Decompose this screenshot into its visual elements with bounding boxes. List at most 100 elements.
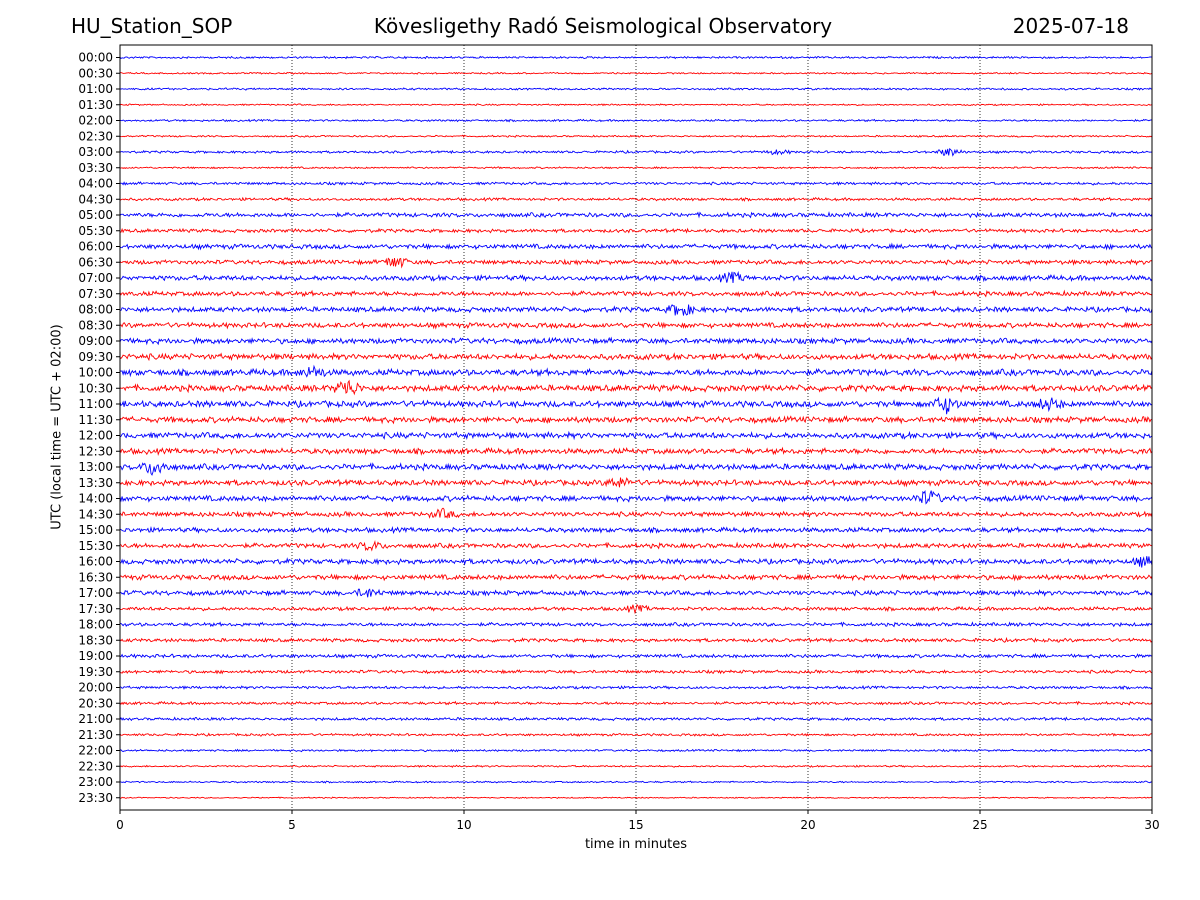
y-tick-label: 09:00 (78, 334, 113, 348)
seismic-trace (119, 134, 1153, 138)
y-tick-label: 03:30 (78, 161, 113, 175)
seismic-trace (119, 181, 1153, 186)
seismic-trace (119, 700, 1153, 706)
x-tick-label: 10 (456, 818, 471, 832)
x-tick-labels: 0 5 10 15 20 25 30 (116, 810, 1160, 832)
y-tick-label: 08:00 (78, 303, 113, 317)
seismic-trace (119, 507, 1153, 519)
seismic-trace (119, 477, 1153, 488)
seismic-trace (119, 489, 1153, 505)
y-tick-label: 01:00 (78, 82, 113, 96)
y-tick-label: 05:00 (78, 208, 113, 222)
seismic-trace (120, 270, 1153, 284)
y-tick-label: 22:00 (78, 744, 113, 758)
seismic-trace (119, 796, 1153, 799)
chart-title: Kövesligethy Radó Seismological Observat… (373, 14, 833, 38)
seismic-trace (119, 621, 1153, 628)
y-tick-label: 06:30 (78, 255, 113, 269)
y-tick-label: 21:00 (78, 712, 113, 726)
y-tick-label: 17:30 (78, 602, 113, 616)
y-tick-label: 20:30 (78, 696, 113, 710)
seismic-trace (119, 304, 1153, 316)
seismic-trace (120, 780, 1153, 784)
y-tick-label: 19:00 (78, 649, 113, 663)
y-tick-label: 22:30 (78, 759, 113, 773)
grid-lines (291, 45, 981, 810)
y-tick-label: 19:30 (78, 665, 113, 679)
seismic-trace (119, 364, 1153, 378)
seismic-trace (120, 540, 1153, 552)
seismic-trace (119, 351, 1153, 362)
seismic-trace (119, 396, 1153, 415)
seismic-trace (119, 525, 1153, 535)
date-label: 2025-07-18 (1012, 14, 1129, 38)
seismic-trace (119, 603, 1153, 615)
y-tick-label: 14:30 (78, 507, 113, 521)
seismic-trace (119, 211, 1153, 219)
y-tick-label: 23:30 (78, 791, 113, 805)
y-tick-label: 11:30 (78, 413, 113, 427)
seismic-trace (119, 71, 1153, 75)
x-tick-label: 0 (116, 818, 124, 832)
y-tick-label: 04:30 (78, 192, 113, 206)
y-tick-label: 09:30 (78, 350, 113, 364)
seismic-trace (119, 685, 1153, 691)
seismic-trace (119, 196, 1153, 202)
seismic-trace (119, 573, 1153, 582)
y-tick-label: 10:00 (78, 366, 113, 380)
seismic-trace (119, 147, 1153, 157)
y-tick-label: 02:00 (78, 114, 113, 128)
x-tick-label: 30 (1144, 818, 1159, 832)
seismic-trace (119, 430, 1153, 441)
y-tick-label: 12:00 (78, 429, 113, 443)
y-tick-label: 18:30 (78, 633, 113, 647)
y-axis-label: UTC (local time = UTC + 02:00) (49, 324, 65, 530)
y-tick-label: 11:00 (78, 397, 113, 411)
y-tick-label: 17:00 (78, 586, 113, 600)
y-tick-label: 07:00 (78, 271, 113, 285)
seismic-trace (119, 556, 1153, 568)
seismic-trace (119, 87, 1153, 91)
y-tick-label: 14:00 (78, 492, 113, 506)
x-axis-label: time in minutes (584, 837, 688, 852)
x-tick-label: 20 (800, 818, 815, 832)
y-tick-label: 12:30 (78, 444, 113, 458)
seismic-trace (119, 446, 1153, 456)
seismic-trace (119, 462, 1153, 476)
x-tick-label: 15 (628, 818, 643, 832)
seismic-trace (119, 732, 1153, 737)
seismic-trace (119, 414, 1152, 425)
seismic-trace (119, 716, 1153, 722)
seismic-trace (120, 166, 1153, 170)
seismic-trace (119, 289, 1153, 298)
y-tick-label: 01:30 (78, 98, 113, 112)
x-tick-label: 5 (288, 818, 296, 832)
y-tick-label: 16:00 (78, 555, 113, 569)
seismic-trace (119, 103, 1153, 107)
seismic-trace (119, 669, 1153, 675)
y-tick-label: 23:00 (78, 775, 113, 789)
y-tick-label: 13:30 (78, 476, 113, 490)
seismic-trace (119, 321, 1153, 330)
seismic-trace (119, 55, 1153, 60)
y-tick-label: 00:30 (78, 66, 113, 80)
seismic-trace (119, 257, 1153, 269)
seismic-trace (119, 588, 1153, 598)
y-tick-label: 06:00 (78, 240, 113, 254)
y-tick-label: 05:30 (78, 224, 113, 238)
y-tick-label: 02:30 (78, 129, 113, 143)
y-tick-label: 10:30 (78, 381, 113, 395)
seismic-trace (119, 379, 1153, 396)
y-tick-label: 00:00 (78, 51, 113, 65)
seismic-traces (119, 55, 1153, 799)
y-tick-label: 18:00 (78, 618, 113, 632)
seismic-trace (119, 636, 1153, 644)
seismic-trace (119, 764, 1153, 768)
y-tick-label: 21:30 (78, 728, 113, 742)
y-tick-label: 07:30 (78, 287, 113, 301)
y-tick-label: 04:00 (78, 177, 113, 191)
y-tick-label: 20:00 (78, 681, 113, 695)
seismic-trace (119, 227, 1153, 234)
y-tick-label: 15:30 (78, 539, 113, 553)
